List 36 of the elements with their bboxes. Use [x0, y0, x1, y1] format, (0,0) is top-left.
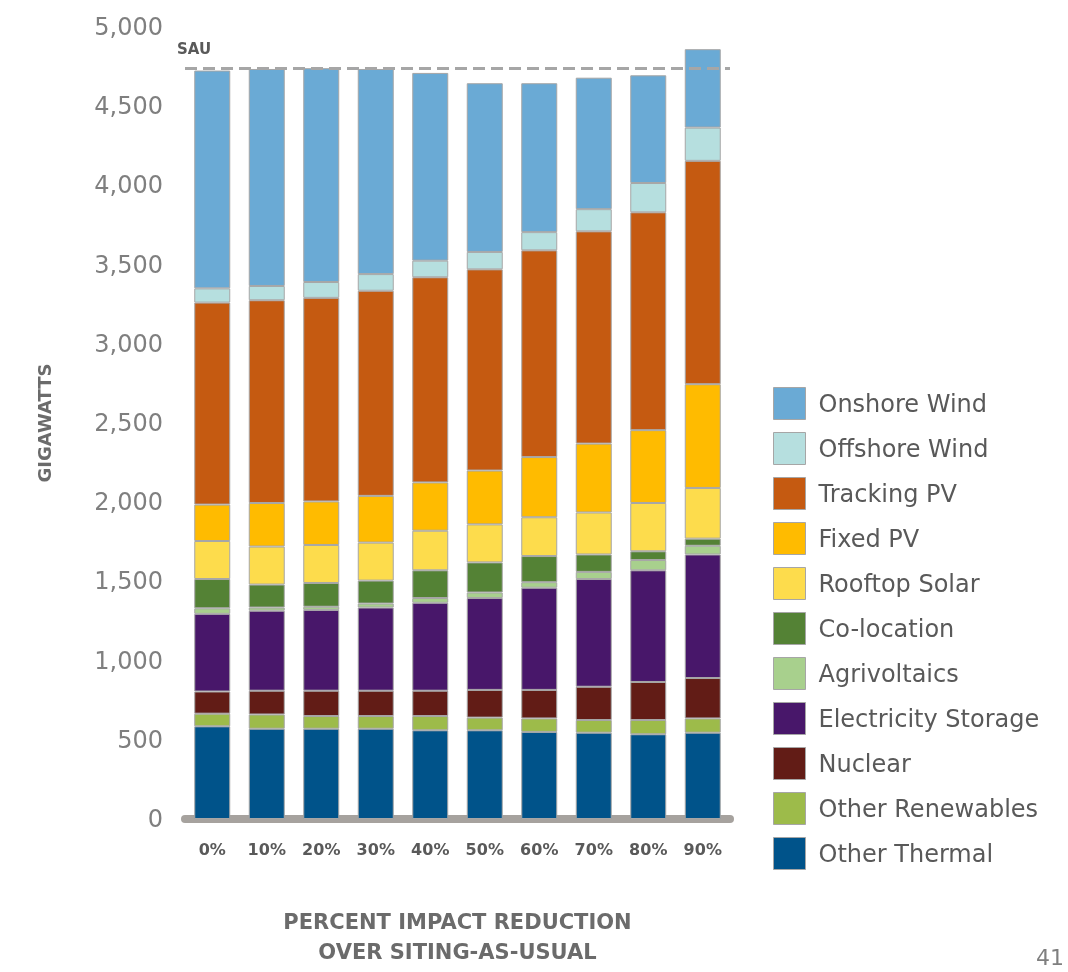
y-tick-label: 2,500	[94, 409, 163, 437]
y-tick-label: 2,000	[94, 488, 163, 517]
x-tick-label: 80%	[629, 839, 668, 859]
x-tick-label: 60%	[520, 839, 559, 859]
y-tick-label: 1,500	[94, 567, 163, 596]
legend-label: Rooftop Solar	[818, 569, 980, 598]
y-tick-label: 4,500	[94, 92, 163, 121]
y-tick-label: 4,000	[94, 171, 163, 200]
y-tick-label: 3,000	[94, 329, 163, 358]
x-tick-label: 10%	[247, 839, 286, 859]
legend-label: Co-location	[818, 614, 955, 643]
y-tick-label: 500	[117, 725, 163, 754]
text: 41	[1036, 944, 1065, 970]
x-tick-label: 90%	[683, 839, 722, 859]
y-axis-title: GIGAWATTS	[33, 363, 55, 483]
legend-label: Other Thermal	[818, 839, 994, 868]
ref-line-label: SAU	[177, 39, 212, 58]
legend-label: Onshore Wind	[818, 389, 988, 418]
x-axis-title: PERCENT IMPACT REDUCTION OVER SITING-AS-USUAL	[283, 910, 632, 964]
y-tick-label: 5,000	[94, 13, 163, 41]
legend-label: Offshore Wind	[818, 434, 989, 463]
legend-label: Nuclear	[818, 749, 911, 778]
x-tick-label: 20%	[302, 839, 341, 859]
legend-label: Fixed PV	[818, 524, 920, 553]
y-tick-label: 0	[147, 805, 163, 833]
x-tick-label: 30%	[356, 839, 395, 859]
legend-label: Agrivoltaics	[818, 659, 959, 688]
y-tick-label: 1,000	[94, 646, 163, 675]
x-tick-label: 0%	[198, 839, 226, 859]
legend-label: Other Renewables	[818, 794, 1039, 823]
legend-label: Tracking PV	[817, 479, 958, 508]
x-tick-label: 50%	[465, 839, 504, 859]
x-tick-label: 40%	[411, 839, 450, 859]
y-tick-label: 3,500	[94, 250, 163, 279]
x-tick-label: 70%	[574, 839, 613, 859]
legend-label: Electricity Storage	[818, 704, 1040, 733]
